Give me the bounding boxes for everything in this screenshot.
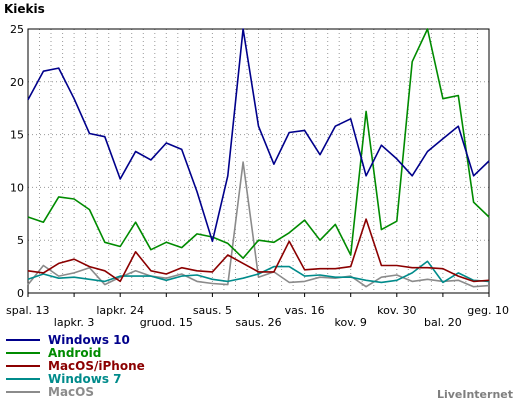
series-line-windows-7 <box>27 260 490 284</box>
legend-swatch <box>6 390 40 393</box>
brand-label: LiveInternet <box>436 388 513 401</box>
legend: Windows 10 Android MacOS/iPhone Windows 7 Ma… <box>6 334 145 399</box>
legend-label: Android <box>48 346 102 360</box>
x-tick-label: saus. 26 <box>235 316 281 329</box>
legend-swatch <box>6 338 40 341</box>
legend-item-windows-7: Windows 7 <box>6 373 145 386</box>
legend-swatch <box>6 377 40 380</box>
x-tick-label: geg. 10 <box>467 304 509 317</box>
legend-label: MacOS <box>48 385 94 399</box>
x-tick-label: gruod. 15 <box>140 316 193 329</box>
y-tick-label: 10 <box>10 181 24 194</box>
y-tick-label: 5 <box>17 234 24 247</box>
legend-item-macos: MacOS <box>6 386 145 399</box>
series-line-windows-10 <box>27 28 490 243</box>
legend-label: Windows 7 <box>48 372 122 386</box>
series-line-android <box>27 28 490 260</box>
legend-item-macos-iphone: MacOS/iPhone <box>6 360 145 373</box>
x-tick-label: lapkr. 3 <box>54 316 95 329</box>
x-tick-label: saus. 5 <box>193 304 232 317</box>
x-tick-label: kov. 9 <box>335 316 367 329</box>
legend-swatch <box>6 364 40 367</box>
y-tick-label: 0 <box>17 287 24 300</box>
series-group <box>27 28 490 288</box>
grid <box>28 28 489 293</box>
series-line-macos-iphone <box>27 218 490 283</box>
legend-swatch <box>6 351 40 354</box>
y-tick-label: 25 <box>10 23 24 36</box>
series-line-macos <box>27 161 490 288</box>
legend-item-android: Android <box>6 347 145 360</box>
legend-label: Windows 10 <box>48 333 130 347</box>
legend-item-windows-10: Windows 10 <box>6 334 145 347</box>
y-tick-label: 15 <box>10 129 24 142</box>
legend-label: MacOS/iPhone <box>48 359 145 373</box>
y-tick-label: 20 <box>10 76 24 89</box>
x-tick-label: spal. 13 <box>6 304 50 317</box>
chart-title: Kiekis <box>4 2 45 16</box>
x-tick-label: kov. 30 <box>377 304 416 317</box>
x-tick-label: bal. 20 <box>424 316 462 329</box>
x-tick-label: lapkr. 24 <box>96 304 144 317</box>
x-tick-label: vas. 16 <box>285 304 325 317</box>
